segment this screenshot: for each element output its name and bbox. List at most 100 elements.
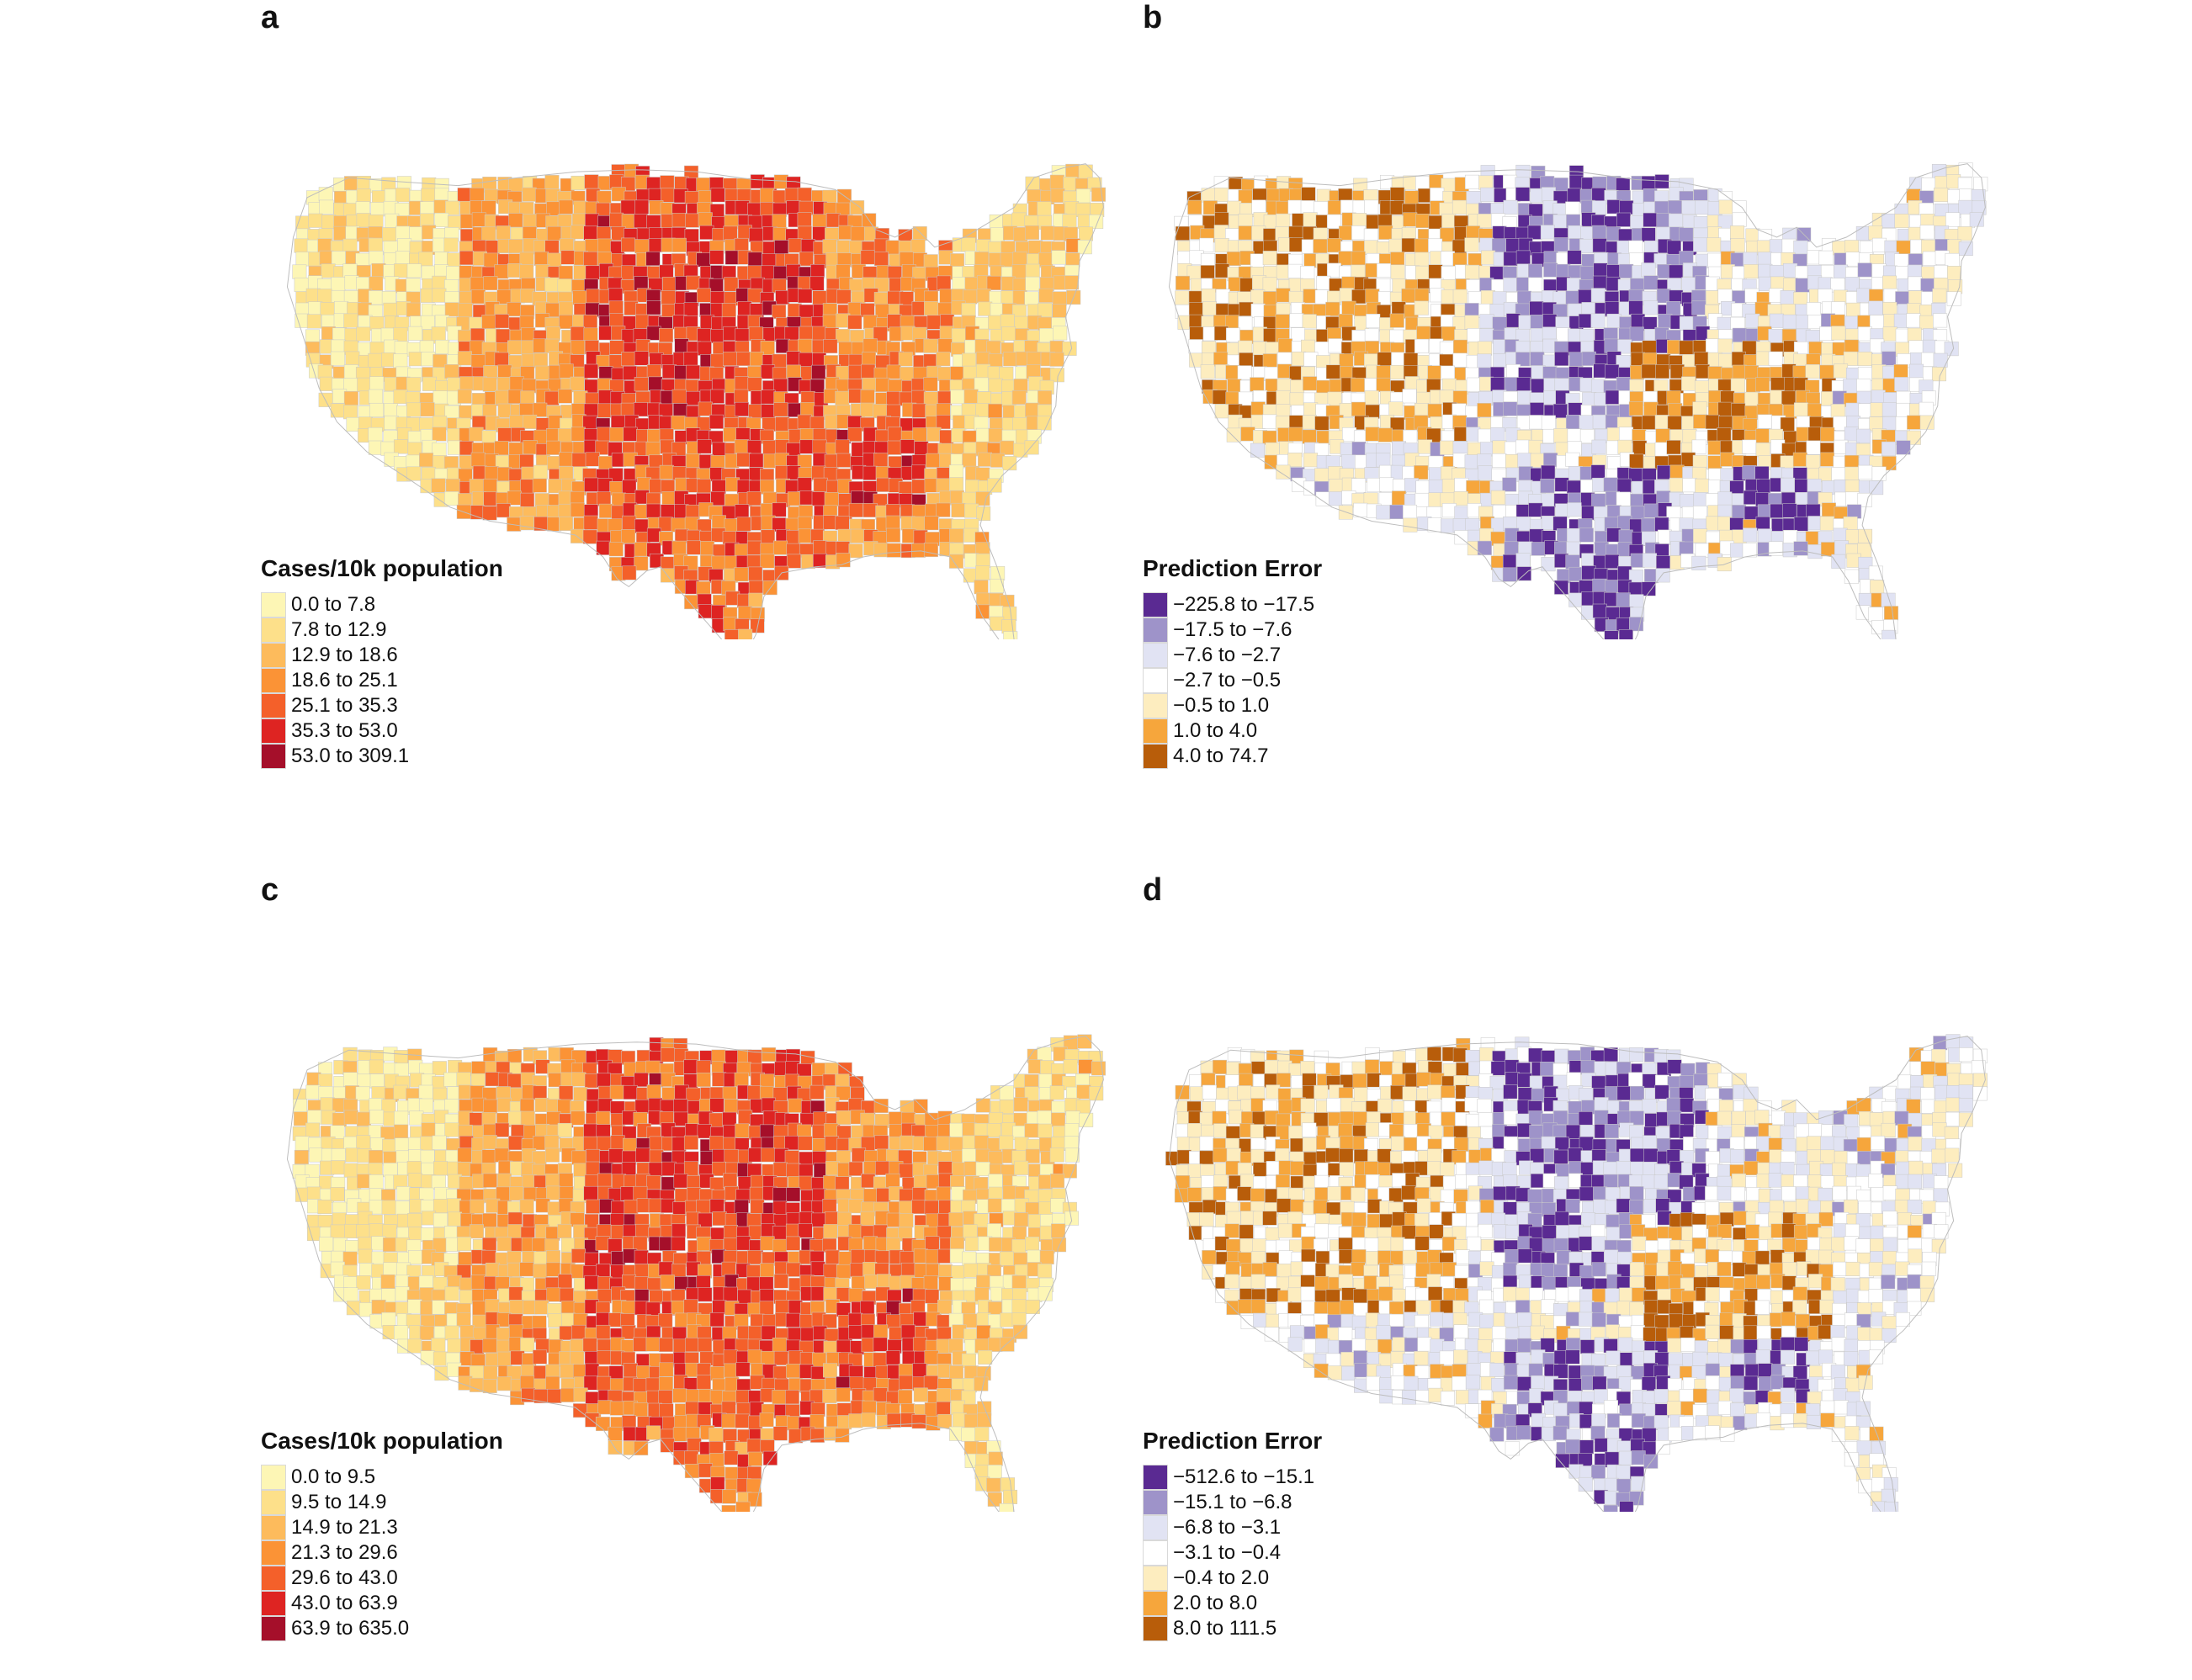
county-region	[1214, 188, 1229, 203]
county-region	[936, 502, 951, 517]
county-region	[320, 302, 335, 317]
county-region	[1973, 177, 1988, 192]
county-region	[571, 175, 586, 190]
county-region	[457, 188, 472, 203]
county-region	[1844, 480, 1860, 495]
county-region	[1820, 264, 1835, 279]
county-region	[532, 1085, 547, 1100]
county-region	[687, 1175, 702, 1190]
county-region	[395, 251, 410, 266]
county-region	[1742, 439, 1757, 454]
county-region	[825, 1136, 840, 1151]
county-region	[1957, 226, 1972, 241]
county-region	[305, 1084, 321, 1100]
county-region	[772, 305, 787, 320]
county-region	[873, 1324, 889, 1339]
county-region	[1515, 377, 1531, 392]
county-region	[624, 1199, 639, 1214]
county-region	[1882, 275, 1897, 290]
county-region	[509, 1324, 524, 1339]
legend-label: 12.9 to 18.6	[291, 644, 398, 666]
county-region	[1441, 365, 1456, 380]
county-region	[1717, 316, 1732, 331]
county-region	[1717, 427, 1732, 443]
county-region	[1416, 326, 1431, 341]
county-region	[1402, 389, 1417, 404]
county-region	[1477, 353, 1492, 368]
county-region	[885, 1350, 900, 1365]
county-region	[786, 1236, 801, 1251]
legend-label: −2.7 to −0.5	[1173, 669, 1282, 692]
county-region	[481, 226, 496, 241]
county-region	[787, 1327, 802, 1342]
county-region	[937, 275, 952, 290]
county-region	[800, 1327, 815, 1342]
county-region	[1251, 199, 1266, 215]
county-region	[295, 313, 310, 328]
county-region	[862, 1400, 877, 1415]
county-region	[1592, 578, 1607, 593]
county-region	[548, 1073, 563, 1088]
county-region	[1641, 581, 1656, 596]
county-region	[1464, 237, 1479, 252]
county-region	[990, 616, 1005, 631]
county-region	[559, 452, 574, 467]
county-region	[847, 302, 862, 317]
county-region	[685, 1123, 700, 1138]
legend-title: Prediction Error	[1143, 555, 1323, 581]
county-region	[1855, 226, 1871, 241]
county-region	[1012, 278, 1027, 293]
county-region	[1717, 338, 1733, 353]
county-region	[1692, 401, 1707, 416]
county-region	[1439, 390, 1454, 405]
legend-swatch	[1143, 592, 1168, 617]
county-region	[698, 1287, 713, 1302]
county-region	[457, 389, 472, 404]
county-region	[1287, 199, 1303, 215]
county-region	[1896, 440, 1911, 455]
county-region	[1464, 315, 1479, 330]
county-region	[597, 491, 612, 506]
county-region	[761, 404, 776, 419]
county-region	[1239, 352, 1254, 368]
county-region	[560, 250, 576, 265]
county-region	[447, 252, 462, 268]
county-region	[735, 1413, 750, 1428]
county-region	[988, 1151, 1003, 1166]
county-region	[1693, 414, 1708, 429]
county-region	[873, 1352, 888, 1367]
county-region	[899, 1200, 914, 1216]
county-region	[1554, 477, 1569, 492]
county-region	[1050, 1174, 1065, 1189]
county-region	[1619, 427, 1634, 442]
county-region	[1339, 288, 1354, 303]
county-region	[1062, 341, 1077, 356]
county-region	[1517, 453, 1532, 468]
county-region	[773, 1274, 788, 1289]
county-region	[809, 276, 825, 291]
county-region	[1781, 477, 1796, 492]
county-region	[1515, 250, 1531, 265]
county-region	[330, 1261, 345, 1276]
county-region	[735, 1362, 751, 1377]
county-region	[1014, 315, 1029, 331]
county-region	[1300, 265, 1315, 280]
county-region	[1743, 252, 1758, 267]
county-region	[797, 414, 812, 429]
county-region	[722, 1086, 737, 1101]
county-region	[949, 1365, 964, 1380]
county-region	[559, 363, 574, 379]
county-region	[798, 338, 813, 353]
county-region	[368, 427, 383, 442]
county-region	[482, 377, 497, 392]
county-region	[1291, 327, 1306, 342]
county-region	[369, 376, 385, 391]
county-region	[988, 1174, 1003, 1189]
county-region	[344, 1223, 359, 1238]
county-region	[1565, 452, 1580, 467]
county-region	[330, 1224, 345, 1239]
county-region	[508, 178, 523, 193]
county-region	[496, 1097, 512, 1112]
county-region	[1540, 225, 1555, 240]
county-region	[734, 389, 749, 404]
